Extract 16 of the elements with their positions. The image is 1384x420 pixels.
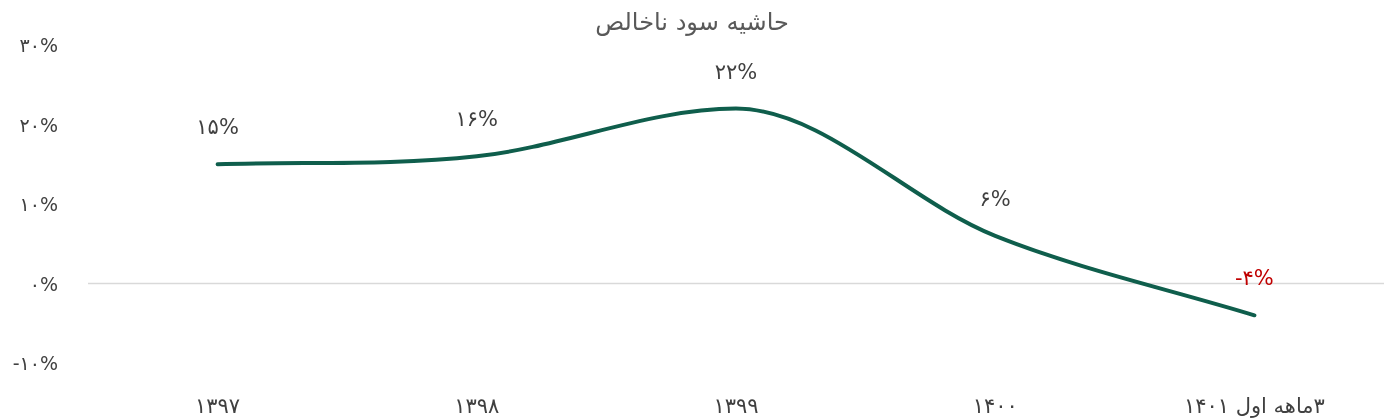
x-tick-label: ۱۳۹۷ [195, 394, 241, 418]
y-tick-label: -۱۰% [12, 352, 58, 374]
text: ۶% [979, 186, 1011, 211]
y-tick-label: ۰% [29, 272, 58, 295]
text: ۲۲% [714, 59, 758, 84]
y-tick-label: ۱۰% [19, 193, 58, 215]
x-tick-label: ۱۳۹۸ [454, 394, 500, 418]
y-tick-label: ۲۰% [19, 113, 58, 136]
text: -۴% [1234, 266, 1274, 291]
chart-title: حاشیه سود ناخالص [595, 8, 789, 36]
x-tick-label: ۱۴۰۰ [972, 394, 1018, 418]
text: ۱۵% [196, 115, 239, 140]
text: ۱۶% [455, 107, 499, 132]
x-tick-label: ۳ماهه اول ۱۴۰۱ [1183, 394, 1325, 418]
x-tick-label: ۱۳۹۹ [713, 394, 759, 418]
y-tick-label: ۳۰% [19, 34, 58, 56]
